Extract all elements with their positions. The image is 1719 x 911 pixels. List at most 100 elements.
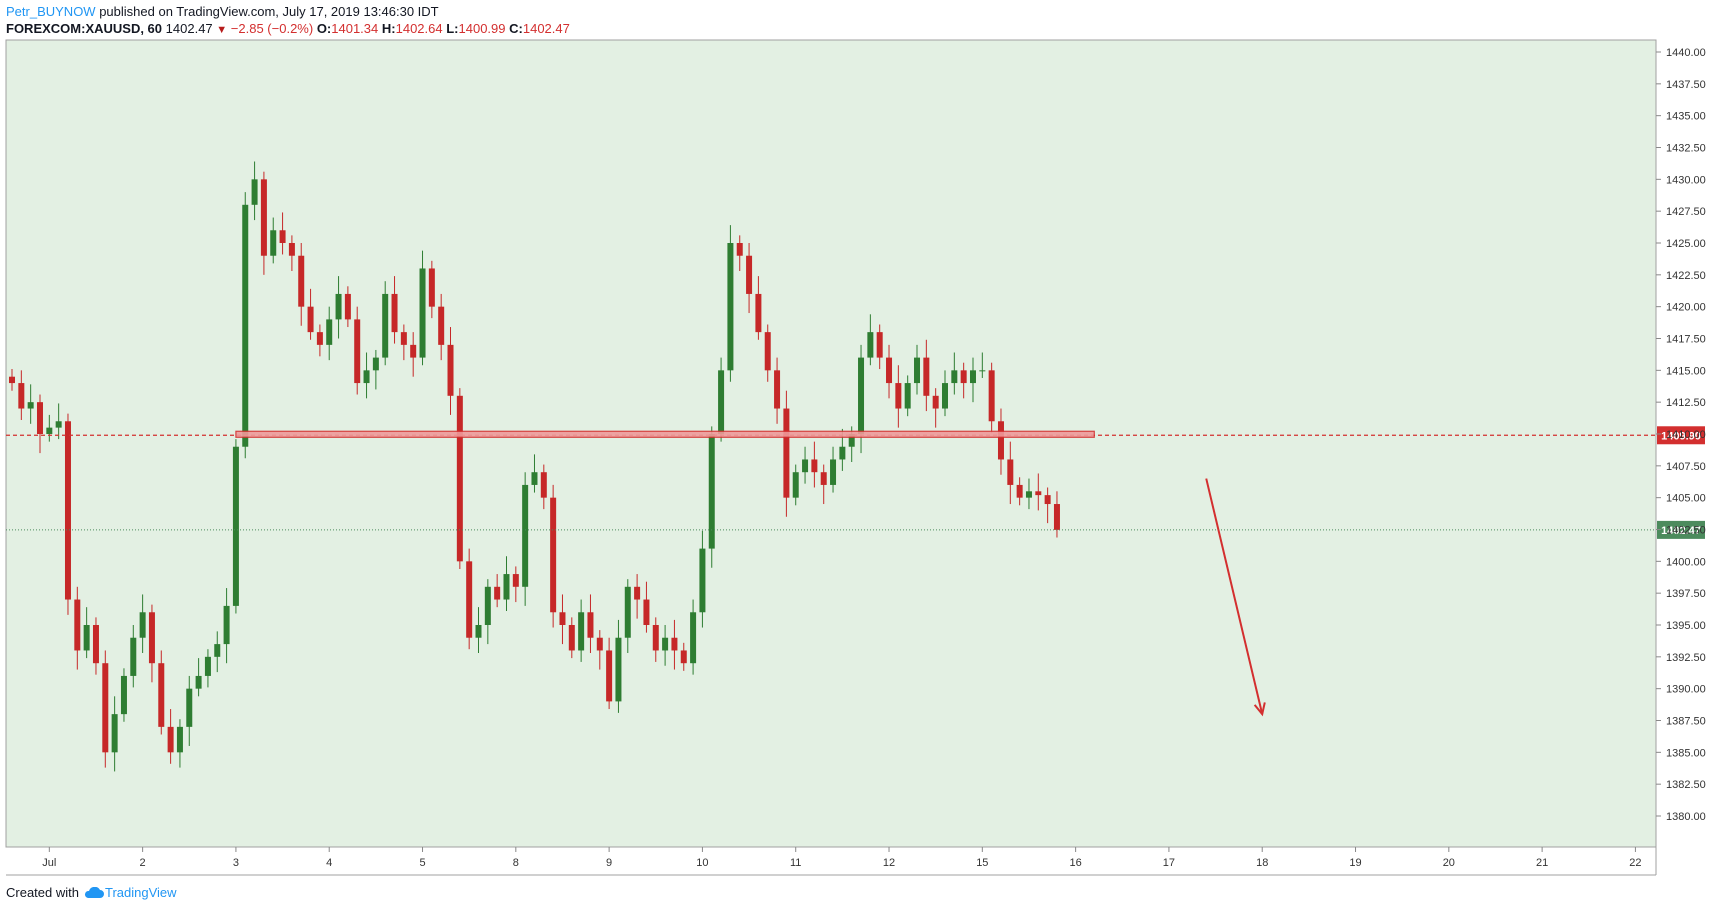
price-tick-label: 1400.00: [1666, 556, 1706, 568]
candle-body: [988, 370, 995, 422]
candle-body: [643, 599, 650, 625]
candle-body: [428, 268, 435, 307]
tradingview-brand: TradingView: [104, 885, 177, 900]
candle-body: [419, 268, 426, 358]
candle-body: [764, 332, 771, 371]
tradingview-logo[interactable]: TradingView: [83, 885, 177, 900]
candle-body: [223, 605, 230, 645]
candle-body: [522, 484, 529, 587]
candle-body: [391, 293, 398, 333]
candle-body: [242, 204, 249, 447]
price-tick-label: 1397.50: [1666, 588, 1706, 600]
candle-body: [1016, 484, 1023, 498]
candle-body: [736, 243, 743, 256]
candle-body: [232, 446, 239, 606]
candle-body: [27, 402, 34, 409]
candle-body: [260, 179, 267, 256]
candle-body: [550, 497, 557, 613]
candle-body: [354, 319, 361, 384]
price-tick-label: 1420.00: [1666, 302, 1706, 314]
candle-body: [587, 612, 594, 638]
price-tick-label: 1407.50: [1666, 461, 1706, 473]
candle-body: [979, 370, 986, 372]
price-tick-label: 1435.00: [1666, 111, 1706, 123]
candle-body: [876, 332, 883, 358]
candle-body: [512, 574, 519, 587]
projection-arrowhead: [1253, 702, 1266, 717]
overlays-group: 1409.90 1402.47: [6, 426, 1705, 717]
candle-body: [46, 427, 53, 434]
time-tick-label: 8: [513, 857, 519, 869]
candle-body: [1007, 459, 1014, 485]
price-tick-label: 1392.50: [1666, 652, 1706, 664]
candle-body: [316, 332, 323, 345]
candle-body: [195, 675, 202, 689]
price-tick-label: 1417.50: [1666, 334, 1706, 346]
candle-body: [699, 548, 706, 613]
candle-body: [447, 344, 454, 396]
candle-body: [456, 395, 463, 562]
candle-body: [904, 383, 911, 409]
price-tick-label: 1412.50: [1666, 397, 1706, 409]
time-tick-label: 15: [976, 857, 988, 869]
candle-body: [802, 459, 809, 473]
candle-body: [270, 230, 277, 256]
projection-arrow-line: [1205, 478, 1264, 715]
high-value: 1402.64: [395, 21, 443, 36]
candle-body: [634, 586, 641, 600]
candle-body: [624, 586, 631, 638]
author-link[interactable]: Petr_BUYNOW: [6, 4, 96, 19]
candle-body: [484, 586, 491, 625]
price-tick-label: 1380.00: [1666, 811, 1706, 823]
price-tick-label: 1425.00: [1666, 238, 1706, 250]
time-tick-label: 17: [1163, 857, 1175, 869]
plot-area[interactable]: [5, 39, 1657, 848]
candle-body: [886, 357, 893, 384]
support-zone-rect: [235, 430, 1095, 438]
candle-body: [1053, 504, 1060, 530]
candle-body: [531, 472, 538, 485]
candle-body: [92, 625, 99, 664]
candle-body: [568, 625, 575, 651]
price-axis-ticks: 1440.00 1437.50 1435.00 1432.50 1430.00 1427.…: [1656, 47, 1706, 823]
candle-body: [158, 663, 165, 727]
candle-body: [792, 472, 799, 498]
price-tick-label: 1427.50: [1666, 206, 1706, 218]
candle-body: [1044, 495, 1051, 505]
candle-body: [9, 376, 15, 384]
price-tick-label: 1430.00: [1666, 174, 1706, 186]
candle-body: [167, 726, 174, 753]
candle-body: [503, 574, 510, 600]
candle-body: [830, 459, 837, 485]
candle-body: [820, 472, 827, 485]
candle-body: [671, 637, 678, 651]
time-tick-label: 16: [1069, 857, 1081, 869]
candle-body: [914, 357, 921, 384]
time-tick-label: 11: [790, 857, 801, 869]
price-tick-label: 1390.00: [1666, 684, 1706, 696]
price-tick-label: 1422.50: [1666, 270, 1706, 282]
price-tick-label: 1415.00: [1666, 365, 1706, 377]
candle-body: [895, 383, 902, 409]
candle-body: [811, 459, 818, 473]
footer: Created with TradingView: [6, 885, 177, 900]
symbol-info: FOREXCOM:XAUUSD, 60 1402.47 ▼ −2.85 (−0.…: [6, 21, 570, 36]
close-label: C:: [509, 21, 523, 36]
candle-body: [186, 688, 193, 727]
candle-body: [848, 434, 855, 447]
candle-body: [997, 421, 1004, 460]
tradingview-cloud-icon: [84, 886, 104, 898]
candle-body: [969, 370, 976, 384]
support-price-tag: [1657, 426, 1705, 445]
candle-body: [382, 293, 389, 358]
candle-body: [372, 357, 379, 371]
candle-body: [858, 357, 865, 434]
price-tick-label: 1410.00: [1666, 429, 1706, 441]
time-tick-label: 4: [326, 857, 332, 869]
candle-body: [326, 319, 333, 345]
candle-body: [932, 395, 939, 409]
low-value: 1400.99: [458, 21, 506, 36]
created-with-text: Created with: [6, 885, 79, 900]
candle-body: [130, 637, 137, 676]
